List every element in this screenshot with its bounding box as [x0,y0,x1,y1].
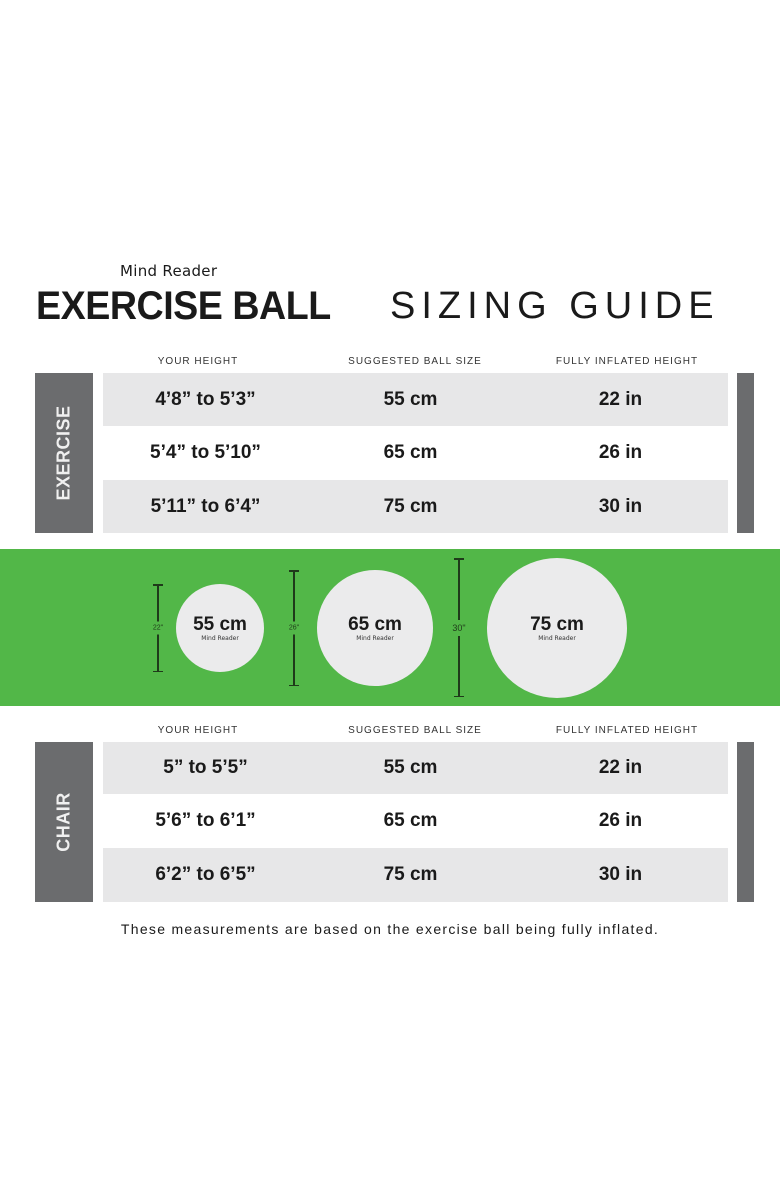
exercise-section-label: EXERCISE [35,373,93,533]
ball-brand-label: Mind Reader [356,634,394,642]
table-row: 4’8” to 5’3” 55 cm 22 in [103,373,728,426]
ball-illustration-band: 22" 55 cm Mind Reader 26" 65 cm Mind Rea… [0,549,780,706]
brand-name: Mind Reader [120,262,218,280]
dimension-label: 26" [288,621,300,635]
inflated-height-cell: 22 in [598,388,643,410]
height-cell: 4’8” to 5’3” [155,388,256,410]
footnote: These measurements are based on the exer… [120,921,660,937]
height-cell: 5’4” to 5’10” [150,442,261,463]
title-light: SIZING GUIDE [390,285,720,327]
ball-75cm-icon: 75 cm Mind Reader [487,558,627,698]
ball-size-cell: 55 cm [383,388,438,410]
inflated-height-cell: 22 in [598,757,643,778]
column-header-ball-size: SUGGESTED BALL SIZE [348,356,482,367]
table-row: 5” to 5’5” 55 cm 22 in [103,742,728,794]
chair-label-text: CHAIR [53,792,74,852]
ball-brand-label: Mind Reader [201,634,239,642]
ball-size-cell: 65 cm [383,810,438,831]
height-cell: 5” to 5’5” [163,757,248,778]
ball-size-cell: 65 cm [383,442,438,463]
chair-section-label: CHAIR [35,742,93,902]
right-accent-bar [737,373,754,533]
table-row: 5’6” to 6’1” 65 cm 26 in [103,794,728,848]
height-cell: 6’2” to 6’5” [155,864,256,885]
inflated-height-cell: 30 in [598,864,643,885]
column-header-inflated-height: FULLY INFLATED HEIGHT [555,356,699,367]
ball-65cm-icon: 65 cm Mind Reader [317,570,433,686]
right-accent-bar [737,742,754,902]
title-bold: EXERCISE BALL [36,284,331,328]
table-row: 6’2” to 6’5” 75 cm 30 in [103,848,728,902]
dimension-line-22: 22" [152,584,164,672]
dimension-label: 22" [152,621,164,635]
inflated-height-cell: 30 in [598,495,643,517]
height-cell: 5’11” to 6’4” [150,495,261,517]
ball-size-label: 65 cm [348,613,402,635]
ball-brand-label: Mind Reader [538,634,576,642]
ball-size-label: 55 cm [193,613,247,635]
dimension-label: 30" [452,619,466,636]
height-cell: 5’6” to 6’1” [155,810,256,831]
ball-size-cell: 75 cm [383,864,438,885]
column-header-inflated-height: FULLY INFLATED HEIGHT [555,725,699,736]
ball-size-label: 75 cm [530,613,584,635]
table-row: 5’11” to 6’4” 75 cm 30 in [103,480,728,533]
page-title: EXERCISE BALL SIZING GUIDE [36,282,714,330]
column-header-height: YOUR HEIGHT [157,356,239,367]
exercise-label-text: EXERCISE [53,405,74,501]
dimension-line-26: 26" [288,570,300,686]
ball-55cm-icon: 55 cm Mind Reader [176,584,264,672]
inflated-height-cell: 26 in [598,442,643,463]
inflated-height-cell: 26 in [598,810,643,831]
column-header-height: YOUR HEIGHT [157,725,239,736]
column-header-ball-size: SUGGESTED BALL SIZE [348,725,482,736]
table-row: 5’4” to 5’10” 65 cm 26 in [103,426,728,480]
dimension-line-30: 30" [452,558,466,697]
ball-size-cell: 55 cm [383,757,438,778]
ball-size-cell: 75 cm [383,495,438,517]
